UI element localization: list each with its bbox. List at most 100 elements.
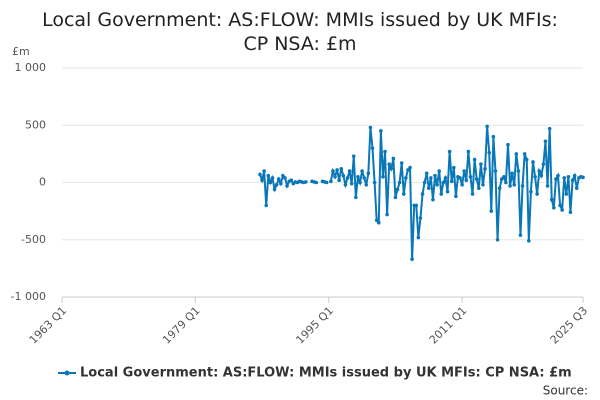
point (529, 189, 533, 194)
point (439, 192, 444, 196)
point (533, 174, 537, 179)
point (324, 180, 329, 185)
point (366, 171, 371, 176)
point (522, 152, 527, 156)
point (477, 186, 481, 191)
point (552, 205, 556, 210)
point (462, 169, 467, 173)
point (335, 168, 339, 172)
point (270, 176, 275, 180)
point (549, 197, 554, 202)
x-tick-label: 2025 Q3 (548, 304, 591, 347)
point (483, 166, 487, 171)
point (581, 175, 585, 180)
point (274, 182, 279, 187)
point (470, 192, 475, 196)
point (531, 160, 535, 164)
point (314, 180, 319, 185)
point (266, 173, 271, 178)
point (381, 174, 385, 179)
point (541, 162, 546, 166)
point (416, 235, 421, 240)
point (514, 152, 519, 156)
point (383, 149, 387, 154)
point (379, 129, 383, 133)
point (435, 182, 439, 187)
x-tick-label: 1963 Q1 (27, 304, 70, 347)
point (479, 162, 483, 166)
x-tick-label: 2011 Q1 (427, 304, 470, 347)
point (289, 178, 294, 183)
point (418, 216, 423, 220)
point (351, 154, 356, 158)
point (281, 173, 285, 178)
point (512, 182, 517, 187)
point (360, 169, 364, 173)
point (449, 179, 454, 184)
point (485, 124, 489, 129)
point (420, 192, 425, 196)
point (495, 237, 500, 242)
point (443, 176, 448, 180)
point (408, 165, 412, 170)
point (506, 142, 510, 147)
point (539, 173, 544, 178)
point (510, 171, 514, 176)
point (454, 194, 458, 199)
point (358, 180, 362, 185)
point (445, 189, 450, 194)
point (493, 169, 498, 173)
point (447, 149, 452, 154)
point (354, 195, 358, 200)
y-tick-label: -1 000 (11, 290, 46, 303)
point (364, 182, 369, 187)
point (545, 184, 550, 188)
point (397, 180, 402, 185)
point (460, 182, 464, 187)
point (566, 174, 571, 179)
point (391, 156, 396, 161)
point (468, 174, 473, 179)
point (518, 233, 523, 237)
point (339, 166, 344, 171)
point (520, 184, 525, 188)
point (433, 173, 437, 178)
point (333, 174, 337, 179)
point (535, 192, 539, 196)
point (451, 165, 456, 170)
point (374, 218, 379, 223)
point (497, 186, 502, 191)
point (401, 192, 406, 196)
point (272, 187, 277, 192)
point (424, 171, 429, 176)
y-tick-label: -500 (21, 233, 46, 246)
point (279, 181, 283, 186)
point (406, 168, 410, 172)
point (554, 177, 558, 181)
point (345, 176, 350, 180)
point (574, 186, 579, 191)
x-tick-label: 1995 Q1 (293, 304, 336, 347)
point (283, 176, 287, 180)
point (349, 181, 354, 186)
point (331, 169, 335, 173)
point (474, 177, 479, 181)
y-tick-label: 500 (25, 118, 46, 131)
point (568, 210, 573, 215)
point (499, 177, 504, 181)
point (524, 157, 529, 162)
point (422, 180, 427, 185)
point (481, 182, 485, 187)
point (414, 203, 419, 208)
point (260, 178, 264, 183)
point (410, 257, 414, 262)
point (572, 173, 577, 178)
y-tick-label: 0 (39, 176, 46, 189)
point (329, 179, 333, 184)
point (304, 180, 308, 184)
point (264, 203, 269, 208)
point (343, 182, 348, 187)
point (556, 173, 560, 178)
